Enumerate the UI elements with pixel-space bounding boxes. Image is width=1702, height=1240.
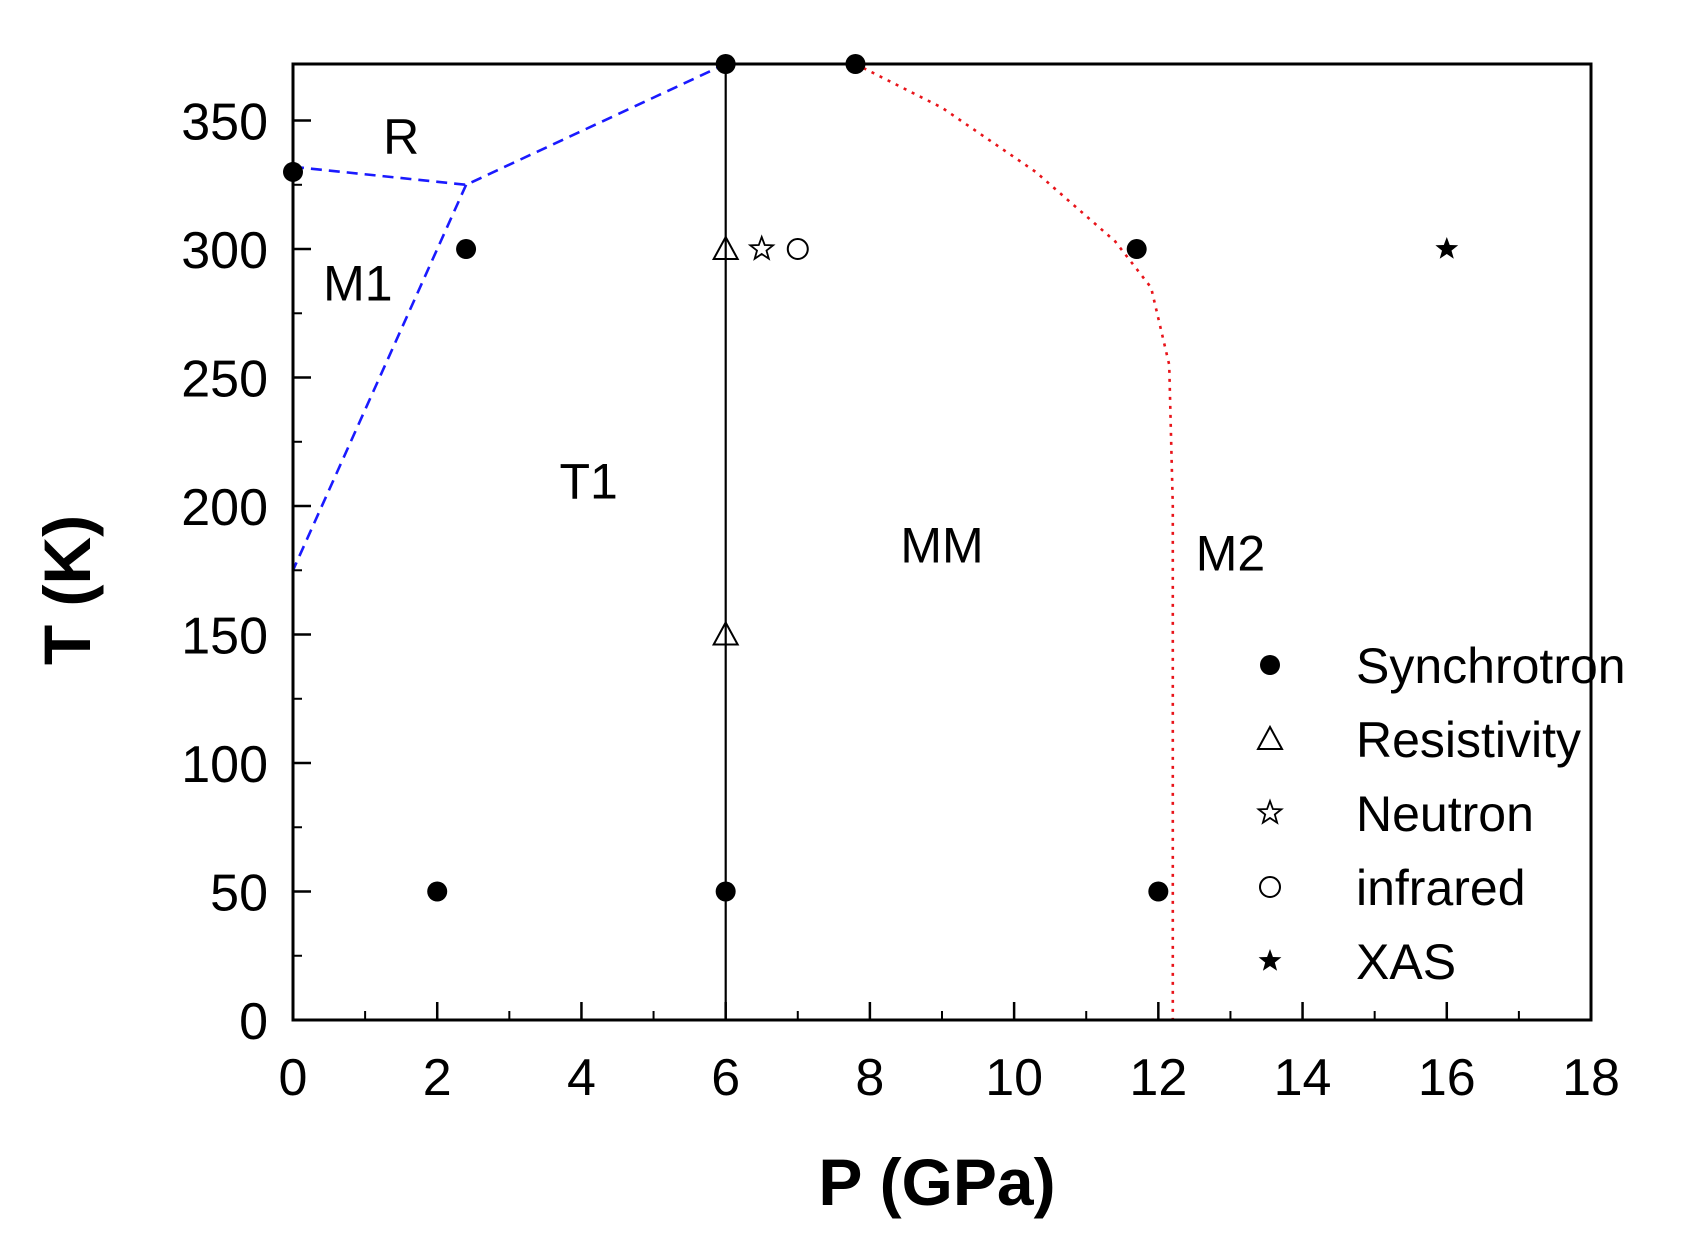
synchrotron-point (845, 54, 866, 74)
legend-marker-xas (1258, 949, 1282, 971)
plot-underlay (293, 64, 1591, 1020)
y-tick-label: 150 (181, 608, 268, 666)
x-tick-label: 14 (1274, 1049, 1332, 1107)
resistivity-point (711, 620, 740, 646)
x-tick-label: 4 (567, 1049, 596, 1107)
x-axis-title: P (GPa) (818, 1145, 1055, 1219)
legend-label-infrared: infrared (1356, 860, 1526, 916)
synchrotron-point (427, 881, 448, 902)
synchrotron-point (1126, 239, 1147, 260)
y-tick-label: 0 (239, 993, 268, 1051)
x-tick-label: 6 (711, 1049, 740, 1107)
x-tick-label: 10 (985, 1049, 1043, 1107)
legend-label-neutron: Neutron (1356, 786, 1534, 842)
x-tick-label: 2 (423, 1049, 452, 1107)
legend-marker-resistivity (1256, 724, 1284, 750)
phase-boundary-dashed-1 (291, 184, 468, 571)
region-label-r: R (383, 109, 419, 165)
legend-marker-neutron (1256, 798, 1284, 825)
phase-boundaries (291, 62, 1175, 1020)
y-tick-label: 350 (181, 94, 268, 152)
xas-point (1435, 237, 1459, 259)
phase-boundary-dotted-3 (854, 62, 1175, 1020)
y-tick-label: 50 (210, 865, 268, 923)
synchrotron-point (283, 161, 303, 182)
region-labels: R M1 T1 MM M2 (323, 109, 1265, 581)
region-label-m2: M2 (1196, 525, 1265, 581)
phase-boundary-dashed-0 (292, 62, 727, 187)
legend-marker-infrared (1259, 876, 1281, 898)
legend-marker-synchrotron (1260, 655, 1280, 675)
region-label-m1: M1 (323, 255, 392, 311)
data-markers (283, 54, 1459, 902)
y-tick-label: 300 (181, 222, 268, 280)
legend-label-xas: XAS (1356, 934, 1456, 990)
y-tick-label: 250 (181, 351, 268, 409)
plot-area (293, 64, 1591, 1020)
x-tick-label: 18 (1562, 1049, 1620, 1107)
resistivity-point (711, 234, 740, 261)
neutron-point (747, 234, 776, 261)
legend: Synchrotron Resistivity Neutron infrared XAS (1256, 638, 1626, 990)
region-label-mm: MM (900, 518, 983, 574)
x-tick-label: 0 (279, 1049, 308, 1107)
y-axis-title: T (K) (30, 515, 104, 665)
y-tick-label: 200 (181, 479, 268, 537)
synchrotron-point (715, 54, 736, 74)
region-label-t1: T1 (559, 453, 617, 509)
y-tick-label: 100 (181, 736, 268, 794)
synchrotron-point (715, 881, 736, 902)
x-tick-label: 12 (1129, 1049, 1187, 1107)
legend-label-resistivity: Resistivity (1356, 712, 1581, 768)
synchrotron-point (1148, 881, 1169, 902)
x-tick-label: 16 (1418, 1049, 1476, 1107)
plot-frame: 0 2 4 6 8 10 12 14 16 18 0 50 100 150 200 250 300 350 (181, 62, 1620, 1107)
synchrotron-point (456, 239, 477, 260)
infrared-point (786, 238, 809, 261)
x-tick-label: 8 (855, 1049, 884, 1107)
legend-label-synchrotron: Synchrotron (1356, 638, 1626, 694)
